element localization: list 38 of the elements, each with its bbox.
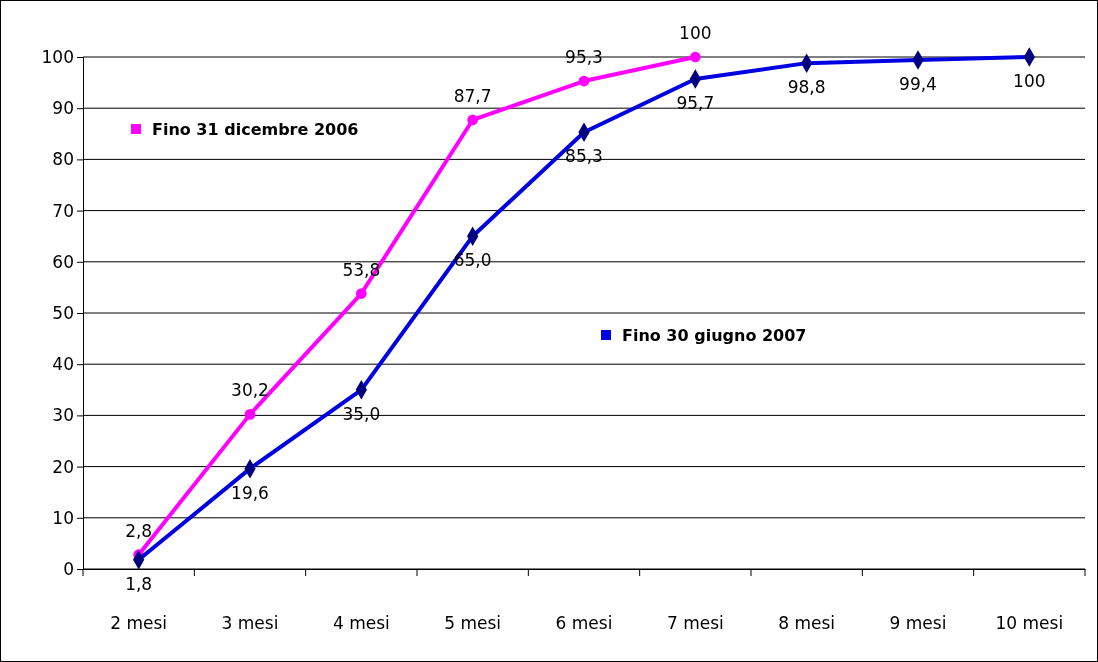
data-label: 98,8 <box>787 77 826 98</box>
y-tick-label: 20 <box>52 456 74 477</box>
y-tick-label: 90 <box>52 98 74 119</box>
data-label: 2,8 <box>125 520 153 541</box>
legend-label: Fino 30 giugno 2007 <box>622 326 807 345</box>
point <box>689 51 701 63</box>
data-label: 95,7 <box>676 93 715 114</box>
data-label: 99,4 <box>899 74 937 95</box>
x-tick-label: 10 mesi <box>995 613 1064 634</box>
y-tick-label: 10 <box>52 507 74 528</box>
point <box>244 409 256 420</box>
y-tick-label: 70 <box>52 200 74 221</box>
legend-label: Fino 31 dicembre 2006 <box>152 120 359 139</box>
point <box>467 114 479 126</box>
x-tick-label: 4 mesi <box>332 613 390 634</box>
data-label: 100 <box>1013 71 1046 91</box>
x-tick-label: 5 mesi <box>444 613 502 634</box>
x-tick-label: 9 mesi <box>889 613 947 634</box>
x-tick-label: 3 mesi <box>221 613 279 634</box>
data-label: 1,8 <box>125 573 153 594</box>
y-tick-label: 50 <box>52 302 74 323</box>
x-tick-label: 2 mesi <box>110 613 168 634</box>
data-label: 30,2 <box>231 380 269 401</box>
data-label: 87,7 <box>453 85 492 106</box>
y-tick-label: 40 <box>52 354 74 375</box>
y-tick-label: 100 <box>41 46 74 67</box>
y-tick-label: 80 <box>52 149 74 170</box>
y-tick-label: 60 <box>52 251 74 272</box>
data-label: 19,6 <box>231 482 269 503</box>
x-tick-label: 6 mesi <box>555 613 613 634</box>
point <box>355 288 367 299</box>
x-tick-label: 8 mesi <box>778 613 836 634</box>
data-label: 95,3 <box>565 47 603 68</box>
y-tick-label: 0 <box>63 558 74 579</box>
data-label: 100 <box>679 23 712 43</box>
point <box>578 75 590 87</box>
y-tick-label: 30 <box>52 405 74 426</box>
x-tick-label: 7 mesi <box>666 613 724 634</box>
